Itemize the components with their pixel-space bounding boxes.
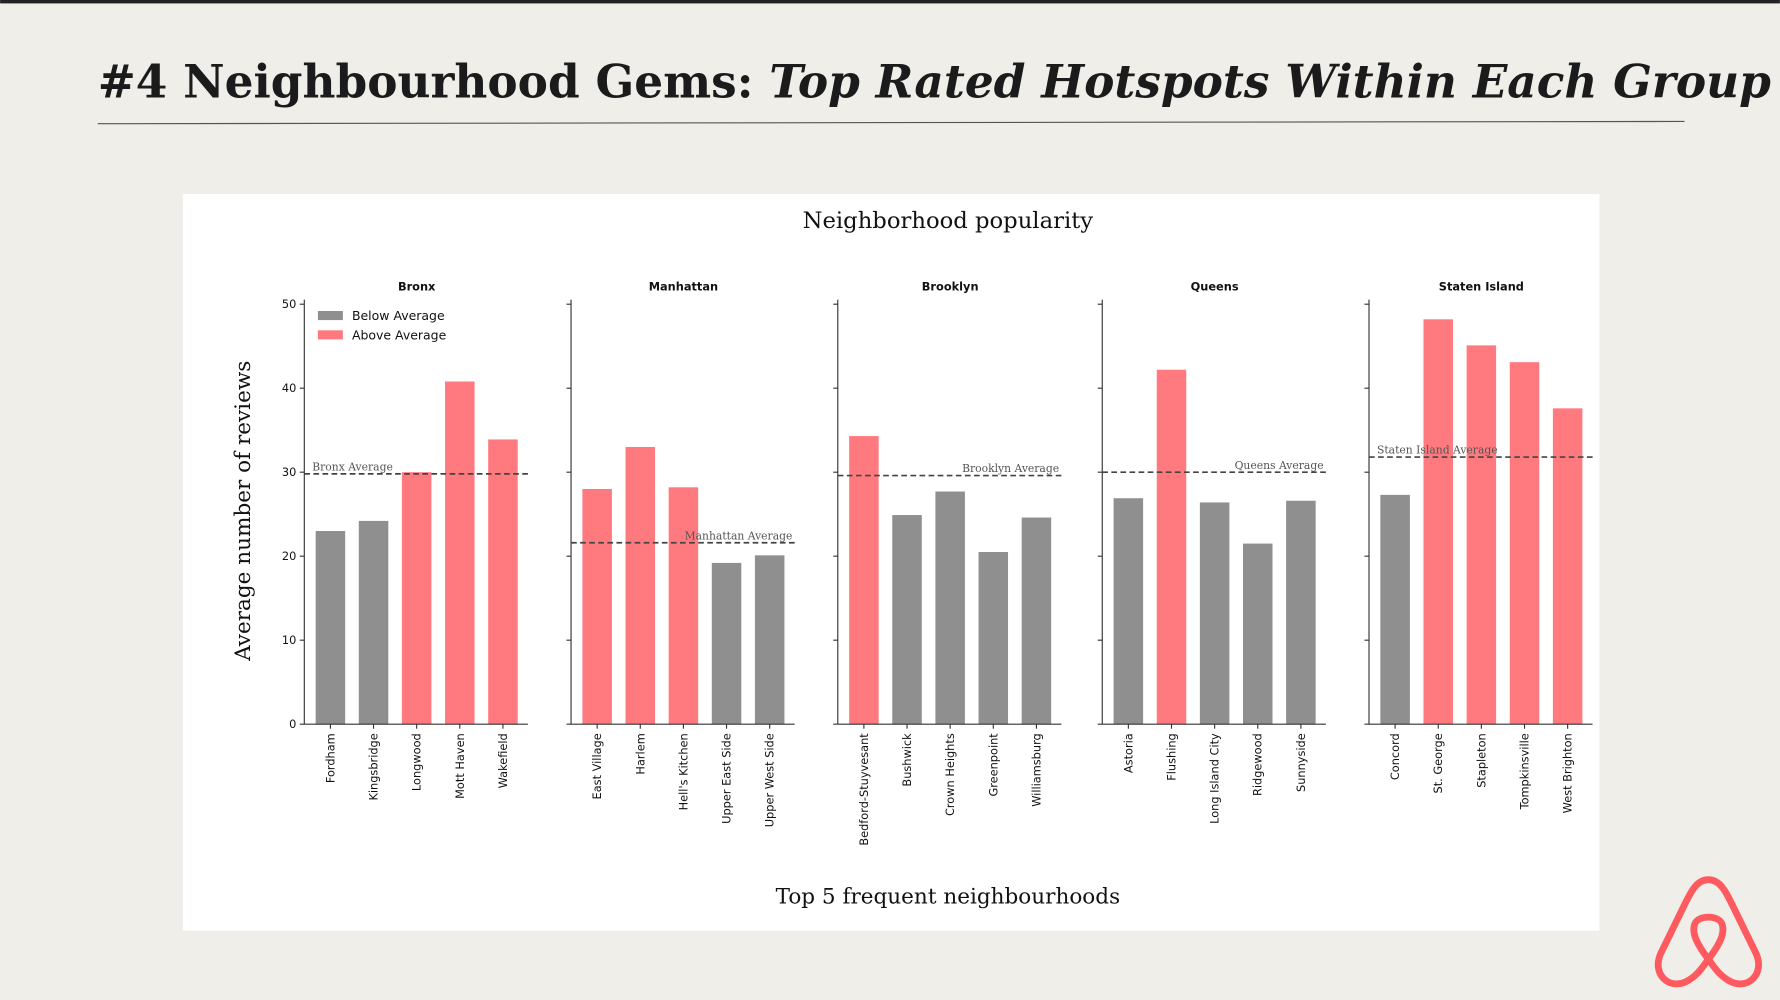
x-tick-label: Upper West Side — [763, 733, 777, 827]
panel-title: Bronx — [398, 280, 436, 294]
panel-title: Manhattan — [649, 280, 718, 294]
top-bar — [0, 0, 1780, 4]
bar — [1380, 494, 1410, 725]
bar — [1423, 319, 1453, 725]
bar — [358, 520, 389, 725]
legend-swatch — [317, 330, 343, 340]
x-tick-label: Williamsburg — [1029, 733, 1043, 807]
x-tick-label: Greenpoint — [986, 733, 1000, 797]
bar — [582, 488, 612, 725]
y-tick-label: 10 — [282, 633, 296, 647]
panel-title: Staten Island — [1439, 280, 1524, 294]
bar — [978, 551, 1009, 725]
bar — [1243, 543, 1273, 725]
average-label: Queens Average — [1235, 459, 1324, 472]
bar — [625, 446, 656, 725]
average-label: Brooklyn Average — [962, 462, 1059, 475]
bar — [711, 562, 742, 725]
y-tick-label: 40 — [282, 381, 296, 395]
x-tick-label: Longwood — [410, 733, 424, 791]
x-tick-label: Concord — [1388, 733, 1402, 780]
y-tick-label: 50 — [282, 297, 296, 311]
panel-title: Queens — [1191, 280, 1239, 294]
airbnb-logo — [1654, 876, 1762, 988]
slide-title: #4 Neighbourhood Gems: Top Rated Hotspot… — [98, 55, 1771, 109]
x-axis-label: Top 5 frequent neighbourhoods — [776, 885, 1121, 910]
title-rule — [97, 120, 1685, 125]
bar — [1156, 369, 1187, 725]
x-tick-label: Long Island City — [1208, 733, 1222, 824]
x-tick-label: Sunnyside — [1294, 733, 1308, 792]
x-tick-label: Flushing — [1164, 733, 1178, 781]
figure-title: Neighborhood popularity — [803, 208, 1094, 234]
x-tick-label: East Village — [590, 733, 604, 799]
x-tick-label: Upper East Side — [720, 733, 734, 824]
bar — [668, 487, 699, 725]
average-label: Manhattan Average — [685, 529, 793, 542]
bar — [1509, 362, 1540, 725]
x-tick-label: Wakefield — [496, 733, 510, 788]
legend-label: Below Average — [352, 308, 445, 323]
bar — [488, 439, 518, 725]
y-axis-label: Average number of reviews — [231, 361, 256, 662]
legend-swatch — [317, 311, 343, 321]
x-tick-label: Bushwick — [900, 733, 914, 787]
legend-label: Above Average — [352, 327, 446, 342]
bar — [892, 515, 922, 725]
average-label: Bronx Average — [312, 460, 393, 473]
x-tick-label: West Brighton — [1561, 733, 1575, 813]
bar — [445, 381, 475, 725]
title-prefix: #4 Neighbourhood Gems: — [98, 55, 770, 109]
bar — [1286, 500, 1316, 725]
bar — [1113, 498, 1144, 725]
y-tick-label: 20 — [282, 549, 296, 563]
bar — [1552, 408, 1583, 725]
bar — [754, 555, 785, 725]
logo-outer — [1654, 876, 1762, 988]
y-tick-label: 30 — [282, 465, 296, 479]
x-tick-label: Mott Haven — [453, 733, 467, 799]
bar — [315, 530, 346, 725]
y-tick-label: 0 — [289, 717, 296, 731]
bar — [1199, 502, 1230, 725]
x-tick-label: St. George — [1431, 733, 1445, 793]
x-tick-label: Astoria — [1121, 733, 1135, 773]
bar — [935, 491, 965, 725]
x-tick-label: Ridgewood — [1251, 733, 1265, 796]
x-tick-label: Stapleton — [1474, 733, 1488, 788]
bar — [849, 436, 879, 725]
title-emphasis: Top Rated Hotspots Within Each Group — [769, 55, 1771, 109]
x-tick-label: Hell's Kitchen — [676, 733, 690, 810]
x-tick-label: Tompkinsville — [1517, 733, 1531, 810]
x-tick-label: Kingsbridge — [367, 733, 381, 800]
panel-title: Brooklyn — [922, 280, 979, 294]
x-tick-label: Harlem — [633, 733, 647, 774]
average-label: Staten Island Average — [1377, 444, 1498, 457]
x-tick-label: Fordham — [323, 733, 337, 783]
bar — [401, 472, 432, 725]
logo-inner — [1690, 913, 1727, 962]
x-tick-label: Bedford-Stuyvesant — [857, 733, 871, 846]
x-tick-label: Crown Heights — [943, 733, 957, 816]
bar — [1466, 345, 1497, 725]
bar — [1021, 517, 1052, 725]
